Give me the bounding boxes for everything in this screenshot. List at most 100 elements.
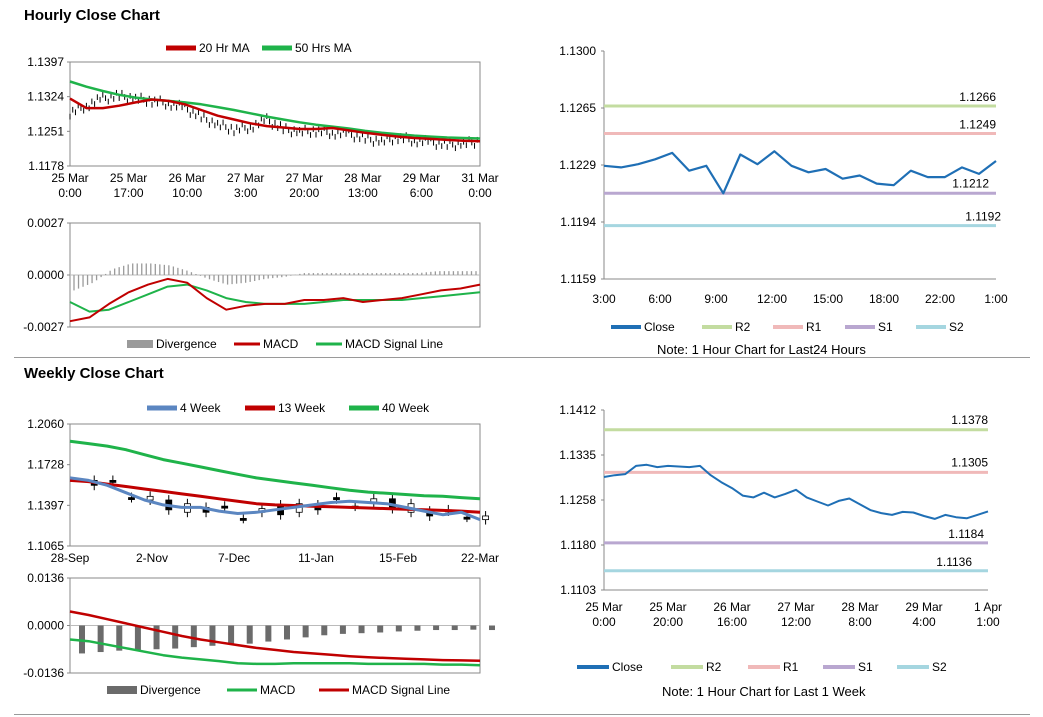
hourly-ma-xtick-label: 0:00 <box>468 186 492 200</box>
hourly-ma-xtick-label: 6:00 <box>410 186 434 200</box>
weekly-macd-divergence-bar <box>153 625 160 650</box>
hourly-close-close-legend-label: Close <box>644 320 675 334</box>
weekly-macd-divergence-legend-label: Divergence <box>140 683 201 697</box>
weekly-close-r2-label: 1.1378 <box>951 413 988 427</box>
weekly-close-s1-legend-swatch <box>823 665 855 669</box>
hourly-ma-50hr-legend-label: 50 Hrs MA <box>295 41 352 55</box>
weekly-macd-divergence-bar <box>209 625 216 646</box>
weekly-close-ytick-label: 1.1412 <box>559 403 596 417</box>
weekly-macd-divergence-bar <box>358 625 365 634</box>
hourly-ma-ytick-label: 1.1324 <box>27 90 64 104</box>
weekly-ma-ytick-label: 1.2060 <box>27 417 64 431</box>
hourly-ma-xtick-label: 3:00 <box>234 186 258 200</box>
weekly-ma-xtick-label: 15-Feb <box>379 551 417 565</box>
hourly-ma-xtick-label: 27 Mar <box>286 171 323 185</box>
weekly-macd-divergence-bar <box>97 625 104 653</box>
weekly-section-title: Weekly Close Chart <box>24 365 164 382</box>
weekly-macd-ytick-label: 0.0136 <box>27 571 64 585</box>
weekly-candle-body <box>128 497 135 500</box>
weekly-close-xtick-label: 0:00 <box>592 615 616 629</box>
weekly-close-r1-legend-swatch <box>748 665 780 669</box>
weekly-candle-body <box>239 518 247 521</box>
hourly-macd-ytick-label: -0.0027 <box>23 320 64 334</box>
hourly-ma-xtick-label: 31 Mar <box>461 171 498 185</box>
weekly-close-xtick-label: 20:00 <box>653 615 683 629</box>
hourly-close-r1-legend-swatch <box>773 325 803 329</box>
weekly-close-ytick-label: 1.1103 <box>560 583 596 597</box>
weekly-close-xtick-label: 4:00 <box>912 615 936 629</box>
weekly-macd-divergence-bar <box>489 625 495 631</box>
weekly-close-xtick-label: 8:00 <box>848 615 872 629</box>
hourly-macd-ytick-label: 0.0000 <box>27 268 64 282</box>
weekly-ma-ytick-label: 1.1397 <box>27 498 64 512</box>
bottom-divider <box>14 714 1030 715</box>
weekly-ma-13wk-legend-swatch <box>245 405 275 411</box>
weekly-close-close-legend-label: Close <box>612 660 643 674</box>
hourly-macd-ytick-label: 0.0027 <box>27 216 64 230</box>
hourly-macd-divergence-legend-swatch <box>127 340 153 348</box>
weekly-ma-series-4wk <box>69 476 481 521</box>
weekly-close-s1-label: 1.1184 <box>948 527 984 541</box>
hourly-ma-ytick-label: 1.1251 <box>27 124 64 138</box>
hourly-close-s1-legend-label: S1 <box>878 320 893 334</box>
hourly-close-ytick-label: 1.1265 <box>559 101 596 115</box>
weekly-ma-xtick-label: 7-Dec <box>218 551 250 565</box>
weekly-macd-divergence-bar <box>284 625 290 640</box>
hourly-close-xtick-label: 6:00 <box>648 292 672 306</box>
weekly-macd-line <box>69 638 481 667</box>
hourly-ma-xtick-label: 13:00 <box>348 186 378 200</box>
weekly-close-r1-label: 1.1305 <box>951 455 988 469</box>
hourly-ma-plot-frame <box>69 61 481 167</box>
weekly-close-r1-legend-label: R1 <box>783 660 799 674</box>
hourly-ma-xtick-label: 25 Mar <box>110 171 147 185</box>
weekly-close-ytick-label: 1.1180 <box>560 538 596 552</box>
weekly-ma-xtick-label: 28-Sep <box>51 551 90 565</box>
hourly-close-xtick-label: 18:00 <box>869 292 899 306</box>
weekly-ma-4wk-legend-label: 4 Week <box>180 401 221 415</box>
hourly-close-r2-legend-swatch <box>702 325 732 329</box>
weekly-macd-divergence-bar <box>172 625 179 649</box>
weekly-close-ytick-label: 1.1258 <box>559 493 596 507</box>
weekly-macd-macd-legend-label: MACD <box>260 683 296 697</box>
hourly-close-series <box>603 150 997 195</box>
weekly-close-r2-legend-swatch <box>671 665 703 669</box>
hourly-close-r2-legend-label: R2 <box>735 320 751 334</box>
weekly-close-s1-legend-label: S1 <box>858 660 873 674</box>
weekly-ma-40wk-legend-label: 40 Week <box>382 401 430 415</box>
weekly-macd-divergence-bar <box>134 625 141 650</box>
hourly-macd-macd-legend-label: MACD <box>263 337 299 351</box>
weekly-macd-divergence-bar <box>190 625 197 648</box>
weekly-macd-signal-legend-swatch <box>319 688 349 692</box>
hourly-section-title: Hourly Close Chart <box>24 7 160 24</box>
weekly-macd-ytick-label: -0.0136 <box>23 666 64 680</box>
weekly-macd-divergence-bar <box>395 625 402 632</box>
hourly-ma-xtick-label: 25 Mar <box>51 171 88 185</box>
weekly-close-xtick-label: 1:00 <box>976 615 1000 629</box>
hourly-ma-xtick-label: 26 Mar <box>168 171 205 185</box>
weekly-ma-4wk-legend-swatch <box>147 405 177 411</box>
weekly-ma-ytick-label: 1.1728 <box>27 458 64 472</box>
weekly-close-xtick-label: 1 Apr <box>974 600 1002 614</box>
hourly-ma-20hr-legend-label: 20 Hr MA <box>199 41 250 55</box>
weekly-candle-body <box>333 497 340 500</box>
weekly-close-xtick-label: 25 Mar <box>585 600 622 614</box>
section-divider <box>14 357 1030 358</box>
weekly-macd-divergence-bar <box>246 625 253 644</box>
weekly-close-xtick-label: 12:00 <box>781 615 811 629</box>
weekly-macd-divergence-bar <box>377 625 384 633</box>
hourly-close-xtick-label: 22:00 <box>925 292 955 306</box>
weekly-macd-signal-line <box>69 610 481 663</box>
hourly-ma-series-50hr <box>69 80 481 140</box>
hourly-close-r2-label: 1.1266 <box>959 90 996 104</box>
weekly-ma-plot-frame <box>69 423 481 547</box>
weekly-macd-divergence-legend-swatch <box>107 686 137 694</box>
weekly-ma-xtick-label: 11-Jan <box>298 551 334 565</box>
weekly-candle-body <box>221 505 229 509</box>
weekly-macd-divergence-bar <box>116 625 123 651</box>
weekly-close-xtick-label: 28 Mar <box>841 600 878 614</box>
weekly-macd-divergence-bar <box>414 625 421 631</box>
weekly-note: Note: 1 Hour Chart for Last 1 Week <box>662 684 866 699</box>
weekly-macd-ytick-label: 0.0000 <box>27 619 64 633</box>
hourly-ma-xtick-label: 20:00 <box>289 186 319 200</box>
weekly-close-xtick-label: 27 Mar <box>777 600 814 614</box>
